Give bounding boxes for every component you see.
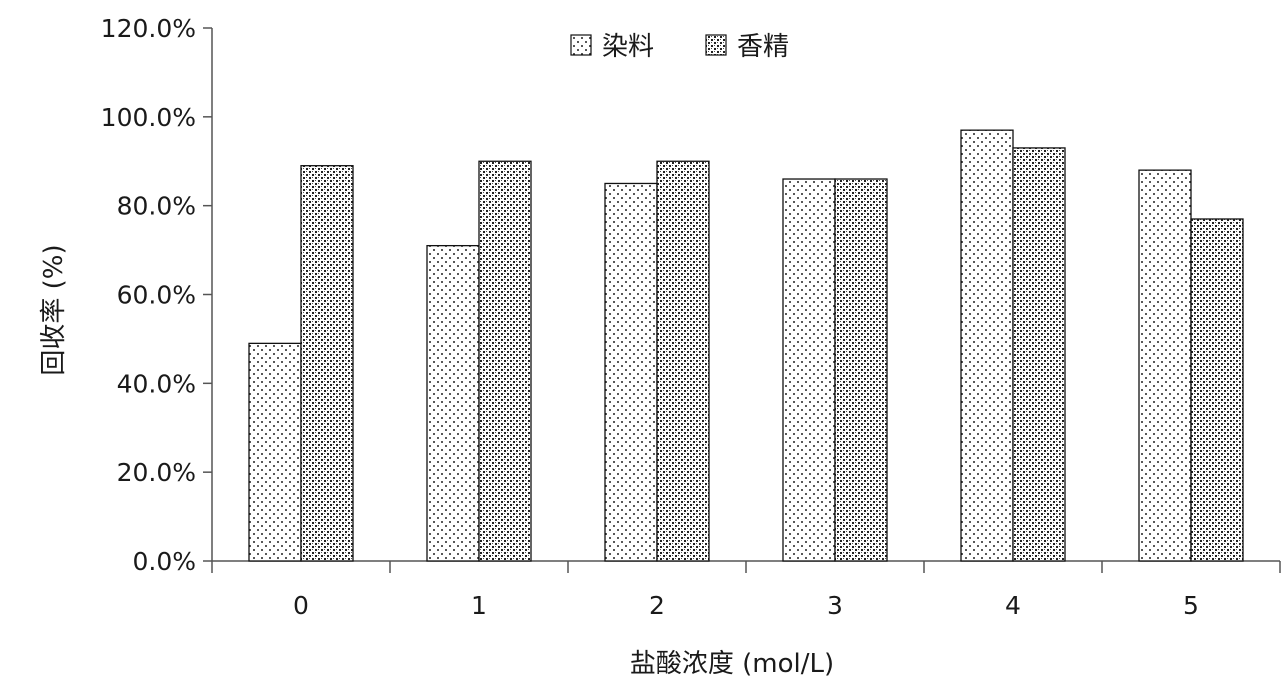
y-tick-label: 80.0% — [117, 192, 196, 221]
x-axis-title: 盐酸浓度 (mol/L) — [630, 649, 834, 679]
y-axis: 0.0% 20.0% 40.0% 60.0% 80.0% 100.0% 120.0% — [101, 14, 213, 576]
x-tick-label: 2 — [649, 591, 665, 620]
x-axis: 0 1 2 3 4 5 — [211, 560, 1281, 620]
legend-swatch-fragrance — [705, 34, 727, 56]
legend-swatch-dye — [570, 34, 592, 56]
bar-fragrance-3 — [834, 178, 888, 562]
x-tick-label: 0 — [293, 591, 309, 620]
bar-dye-4 — [960, 129, 1014, 562]
bar-dye-2 — [604, 182, 658, 562]
bar-fragrance-4 — [1012, 147, 1066, 562]
y-tick-label: 120.0% — [101, 14, 196, 43]
x-tick-label: 1 — [471, 591, 487, 620]
y-tick-label: 0.0% — [132, 547, 196, 576]
bar-dye-3 — [782, 178, 836, 562]
legend-label-fragrance: 香精 — [737, 32, 789, 62]
bar-dye-0 — [248, 342, 302, 562]
y-tick-label: 100.0% — [101, 103, 196, 132]
bar-fragrance-1 — [478, 160, 532, 562]
bar-fragrance-5 — [1190, 218, 1244, 562]
x-tick-label: 3 — [827, 591, 843, 620]
x-tick-label: 4 — [1005, 591, 1021, 620]
bar-dye-5 — [1138, 169, 1192, 562]
bars — [248, 129, 1244, 562]
bar-fragrance-0 — [300, 165, 354, 562]
legend: 染料 香精 — [570, 32, 789, 62]
y-axis-title: 回收率 (%) — [39, 244, 69, 375]
bar-dye-1 — [426, 244, 480, 562]
y-tick-label: 20.0% — [117, 458, 196, 487]
y-tick-label: 40.0% — [117, 369, 196, 398]
y-tick-label: 60.0% — [117, 281, 196, 310]
legend-label-dye: 染料 — [602, 32, 654, 62]
bar-fragrance-2 — [656, 160, 710, 562]
x-tick-label: 5 — [1183, 591, 1199, 620]
